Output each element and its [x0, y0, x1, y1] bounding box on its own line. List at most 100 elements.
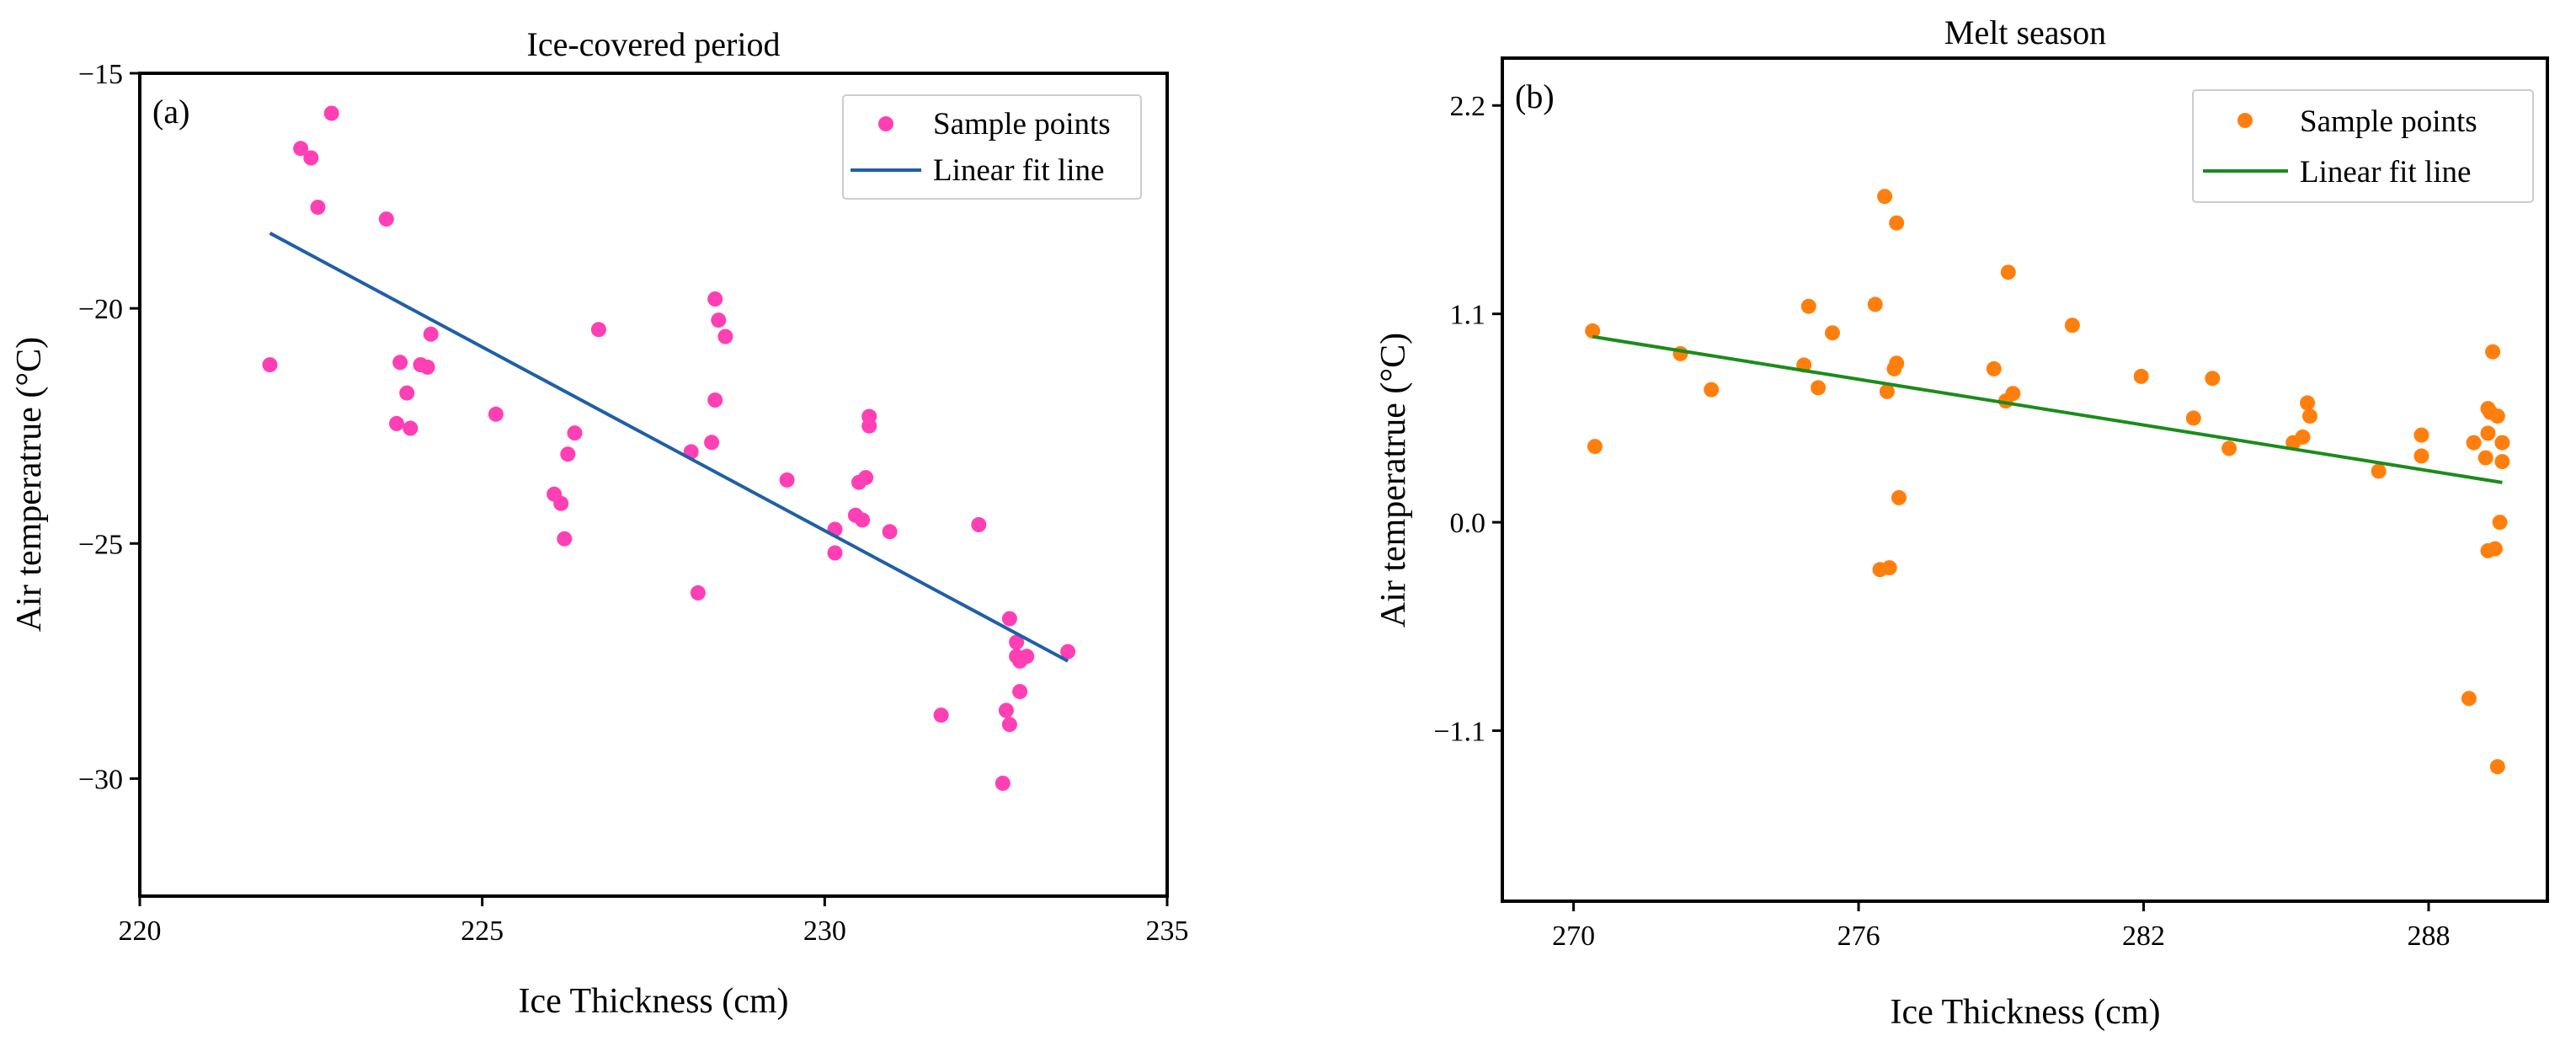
chart-a-sample-point-27	[779, 472, 795, 488]
chart-a-sample-point-25	[711, 312, 727, 328]
chart-a-sample-point-15	[553, 495, 569, 511]
chart-a-sample-point-23	[707, 392, 723, 408]
chart-a-x-tick-label-0: 220	[119, 916, 162, 947]
chart-a-y-axis-label: Air temperatrue (°C)	[10, 337, 49, 632]
chart-b-sample-point-35	[2477, 450, 2493, 466]
chart-a-sample-point-41	[1001, 717, 1017, 733]
chart-a-sample-point-35	[861, 408, 877, 424]
chart-b-sample-point-1	[1587, 439, 1603, 455]
chart-a-sample-point-12	[423, 326, 439, 342]
chart-a-sample-point-22	[704, 435, 720, 451]
chart-b-sample-point-44	[2492, 515, 2508, 531]
chart-b-sample-point-29	[2302, 408, 2317, 424]
chart-a-y-tick-label-0: −15	[78, 59, 123, 90]
chart-b-sample-point-42	[2489, 759, 2505, 775]
chart-b-sample-point-30	[2371, 463, 2387, 479]
chart-a-marks	[262, 105, 1076, 791]
chart-b-sample-point-33	[2461, 691, 2477, 707]
chart-a-legend-points-label: Sample points	[933, 107, 1111, 141]
chart-a-legend-line-label: Linear fit line	[933, 153, 1104, 188]
chart-a-sample-point-21	[690, 585, 706, 601]
chart-a-sample-point-5	[378, 211, 394, 227]
chart-b-fit-line	[1592, 334, 2503, 484]
chart-b-y-axis-label: Air temperatrue (°C)	[1374, 333, 1413, 627]
chart-b-sample-point-25	[2221, 440, 2237, 456]
chart-b-sample-point-20	[2005, 386, 2021, 402]
chart-a-sample-point-2	[303, 150, 319, 166]
chart-b-sample-point-11	[1879, 383, 1895, 399]
chart-b-sample-point-14	[1889, 215, 1905, 231]
chart-a-x-axis-label: Ice Thickness (cm)	[518, 982, 788, 1021]
chart-b-legend-points-label: Sample points	[2300, 104, 2477, 139]
chart-b-sample-point-8	[1867, 296, 1883, 312]
chart-b-ticks: 270 276 282 288 2.2 1.1 0.0 −1.1	[1433, 91, 2450, 952]
chart-b-legend-point-marker	[2237, 113, 2253, 128]
chart-b-sample-point-12	[1881, 560, 1897, 576]
chart-a-sample-point-13	[488, 406, 504, 422]
chart-a-x-tick-label-1: 225	[461, 916, 504, 947]
chart-a-sample-point-0	[262, 357, 278, 373]
chart-a-sample-point-40	[998, 702, 1014, 718]
chart-a-sample-point-43	[1009, 634, 1025, 650]
chart-a-x-tick-label-3: 235	[1146, 916, 1189, 947]
chart-b-y-tick-label-3: −1.1	[1433, 717, 1485, 748]
chart-b-sample-point-32	[2413, 448, 2429, 464]
chart-a-sample-point-38	[971, 517, 987, 532]
chart-a-sample-point-16	[557, 531, 573, 547]
chart-a-sample-point-9	[403, 420, 419, 436]
chart-b-sample-point-41	[2487, 541, 2503, 557]
chart-a-sample-point-8	[399, 385, 415, 401]
chart-b-x-tick-label-1: 276	[1837, 921, 1880, 952]
chart-b-sample-point-27	[2295, 429, 2311, 445]
chart-a-sample-point-1	[293, 141, 309, 157]
chart-b-sample-point-5	[1800, 298, 1816, 314]
chart-a-sample-point-26	[717, 328, 733, 344]
chart-a-sample-point-4	[323, 105, 339, 121]
chart-a-sample-point-28	[827, 545, 843, 561]
chart-b-legend-line-label: Linear fit line	[2300, 155, 2471, 190]
chart-a-y-tick-label-2: −25	[78, 529, 123, 560]
chart-b-sample-point-43	[2489, 408, 2505, 424]
chart-b: Melt season 270 276 282 288 2.2 1.1 0.0 −1.1 (b…	[1374, 13, 2549, 1032]
chart-b-legend-box	[2192, 89, 2534, 203]
chart-a-sample-point-37	[933, 707, 949, 723]
chart-a-sample-point-18	[567, 425, 583, 441]
chart-b-x-axis-label: Ice Thickness (cm)	[1890, 993, 2160, 1032]
chart-a-sample-point-42	[1001, 611, 1017, 627]
chart-a-y-tick-label-3: −30	[78, 764, 123, 795]
chart-a-title: Ice-covered period	[527, 25, 781, 63]
chart-a-sample-point-17	[560, 446, 576, 462]
chart-a-sample-point-48	[1060, 643, 1076, 659]
chart-b-x-tick-label-3: 288	[2407, 921, 2450, 952]
chart-a-sample-point-24	[707, 291, 723, 307]
chart-b-sample-point-16	[1891, 489, 1907, 505]
chart-a-plot-frame	[138, 72, 1169, 898]
chart-b-sample-point-15	[1889, 355, 1905, 371]
chart-b-sample-point-17	[1986, 360, 2002, 376]
chart-b-sample-point-23	[2185, 410, 2201, 426]
chart-a-sample-point-47	[1019, 649, 1035, 665]
chart-b-sample-point-28	[2300, 395, 2316, 411]
chart-a-sample-point-44	[1012, 684, 1028, 700]
chart-a-legend-box	[842, 94, 1142, 200]
chart-b-sample-point-24	[2205, 371, 2221, 387]
chart-b-sample-point-3	[1704, 382, 1720, 398]
chart-a-legend-point-marker	[878, 116, 893, 131]
chart-b-panel-label: (b)	[1515, 77, 1555, 115]
chart-b-sample-point-34	[2466, 435, 2482, 451]
chart-b-sample-point-40	[2485, 344, 2501, 360]
chart-b-x-tick-label-0: 270	[1552, 921, 1595, 952]
chart-b-sample-point-6	[1811, 380, 1827, 396]
chart-b-sample-point-31	[2413, 427, 2429, 443]
chart-a-panel-label: (a)	[152, 93, 189, 131]
chart-b-sample-point-38	[2480, 425, 2496, 441]
chart-b-y-tick-label-2: 0.0	[1450, 508, 1486, 539]
chart-b-title: Melt season	[1944, 13, 2106, 51]
chart-b-marks	[1585, 189, 2510, 775]
chart-b-sample-point-45	[2494, 435, 2510, 451]
chart-b-y-tick-label-1: 1.1	[1450, 300, 1486, 331]
chart-b-sample-point-46	[2494, 454, 2510, 470]
chart-b-sample-point-19	[2000, 264, 2016, 280]
chart-a-sample-point-39	[995, 776, 1011, 791]
